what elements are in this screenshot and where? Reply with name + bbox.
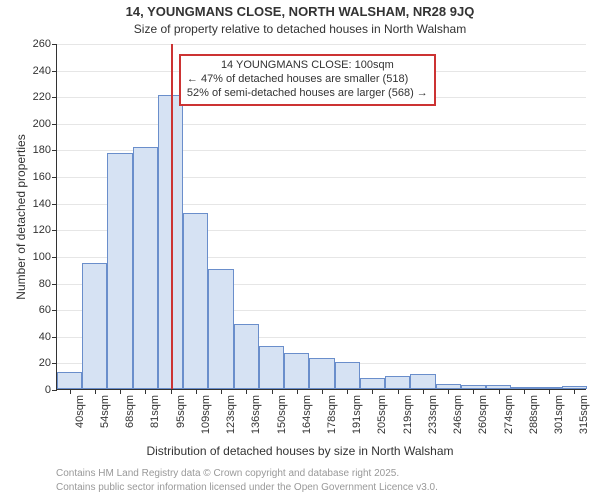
xtick-label: 274sqm xyxy=(503,395,515,434)
ytick-label: 100 xyxy=(33,251,57,263)
xtick-mark xyxy=(145,389,146,394)
xtick-label: 191sqm xyxy=(351,395,363,434)
histogram-bar xyxy=(107,153,132,389)
histogram-bar xyxy=(82,263,107,389)
chart-title: 14, YOUNGMANS CLOSE, NORTH WALSHAM, NR28… xyxy=(0,4,600,19)
xtick-mark xyxy=(574,389,575,394)
highlight-vline xyxy=(171,44,173,389)
xtick-mark xyxy=(246,389,247,394)
xtick-mark xyxy=(549,389,550,394)
annotation-box: 14 YOUNGMANS CLOSE: 100sqm← 47% of detac… xyxy=(179,54,436,105)
xtick-label: 288sqm xyxy=(528,395,540,434)
histogram-bar xyxy=(234,324,259,389)
xtick-mark xyxy=(196,389,197,394)
xtick-mark xyxy=(70,389,71,394)
xtick-mark xyxy=(272,389,273,394)
ytick-label: 0 xyxy=(45,384,57,396)
xtick-label: 123sqm xyxy=(225,395,237,434)
ytick-label: 20 xyxy=(39,357,57,369)
histogram-bar xyxy=(385,376,410,389)
histogram-bar xyxy=(410,374,435,389)
xtick-mark xyxy=(322,389,323,394)
attribution-line-2: Contains public sector information licen… xyxy=(56,482,600,493)
xtick-mark xyxy=(448,389,449,394)
ytick-label: 160 xyxy=(33,171,57,183)
xtick-mark xyxy=(372,389,373,394)
xtick-label: 205sqm xyxy=(376,395,388,434)
xtick-label: 68sqm xyxy=(124,395,136,428)
attribution-line-1: Contains HM Land Registry data © Crown c… xyxy=(56,468,600,479)
xtick-label: 164sqm xyxy=(301,395,313,434)
ytick-label: 220 xyxy=(33,91,57,103)
y-axis-label: Number of detached properties xyxy=(14,44,28,390)
histogram-bar xyxy=(309,358,334,389)
gridline-h xyxy=(57,44,586,45)
xtick-label: 233sqm xyxy=(427,395,439,434)
ytick-label: 260 xyxy=(33,38,57,50)
histogram-bar xyxy=(259,346,284,389)
plot-area: 02040608010012014016018020022024026040sq… xyxy=(56,44,586,390)
ytick-label: 180 xyxy=(33,144,57,156)
ytick-label: 80 xyxy=(39,278,57,290)
xtick-mark xyxy=(347,389,348,394)
ytick-label: 40 xyxy=(39,331,57,343)
xtick-label: 81sqm xyxy=(149,395,161,428)
xtick-label: 315sqm xyxy=(578,395,590,434)
xtick-mark xyxy=(524,389,525,394)
histogram-bar xyxy=(133,147,158,389)
ytick-label: 140 xyxy=(33,198,57,210)
xtick-label: 219sqm xyxy=(402,395,414,434)
xtick-mark xyxy=(473,389,474,394)
histogram-bar xyxy=(57,372,82,389)
annotation-line: 14 YOUNGMANS CLOSE: 100sqm xyxy=(187,59,428,73)
xtick-label: 150sqm xyxy=(276,395,288,434)
xtick-mark xyxy=(297,389,298,394)
annotation-line: 52% of semi-detached houses are larger (… xyxy=(187,87,428,101)
xtick-label: 178sqm xyxy=(326,395,338,434)
histogram-bar xyxy=(183,213,208,389)
histogram-bar xyxy=(335,362,360,389)
xtick-mark xyxy=(221,389,222,394)
histogram-bar xyxy=(208,269,233,389)
xtick-label: 136sqm xyxy=(250,395,262,434)
ytick-label: 60 xyxy=(39,304,57,316)
histogram-bar xyxy=(284,353,309,389)
xtick-label: 246sqm xyxy=(452,395,464,434)
gridline-h xyxy=(57,124,586,125)
xtick-mark xyxy=(95,389,96,394)
xtick-mark xyxy=(398,389,399,394)
x-axis-label: Distribution of detached houses by size … xyxy=(0,444,600,458)
xtick-mark xyxy=(423,389,424,394)
chart-container: 14, YOUNGMANS CLOSE, NORTH WALSHAM, NR28… xyxy=(0,0,600,500)
xtick-label: 301sqm xyxy=(553,395,565,434)
annotation-line: ← 47% of detached houses are smaller (51… xyxy=(187,73,428,87)
xtick-mark xyxy=(499,389,500,394)
chart-subtitle: Size of property relative to detached ho… xyxy=(0,22,600,36)
histogram-bar xyxy=(360,378,385,389)
xtick-mark xyxy=(120,389,121,394)
xtick-label: 54sqm xyxy=(99,395,111,428)
xtick-label: 260sqm xyxy=(477,395,489,434)
xtick-mark xyxy=(171,389,172,394)
ytick-label: 120 xyxy=(33,224,57,236)
ytick-label: 200 xyxy=(33,118,57,130)
xtick-label: 40sqm xyxy=(74,395,86,428)
xtick-label: 95sqm xyxy=(175,395,187,428)
ytick-label: 240 xyxy=(33,65,57,77)
xtick-label: 109sqm xyxy=(200,395,212,434)
